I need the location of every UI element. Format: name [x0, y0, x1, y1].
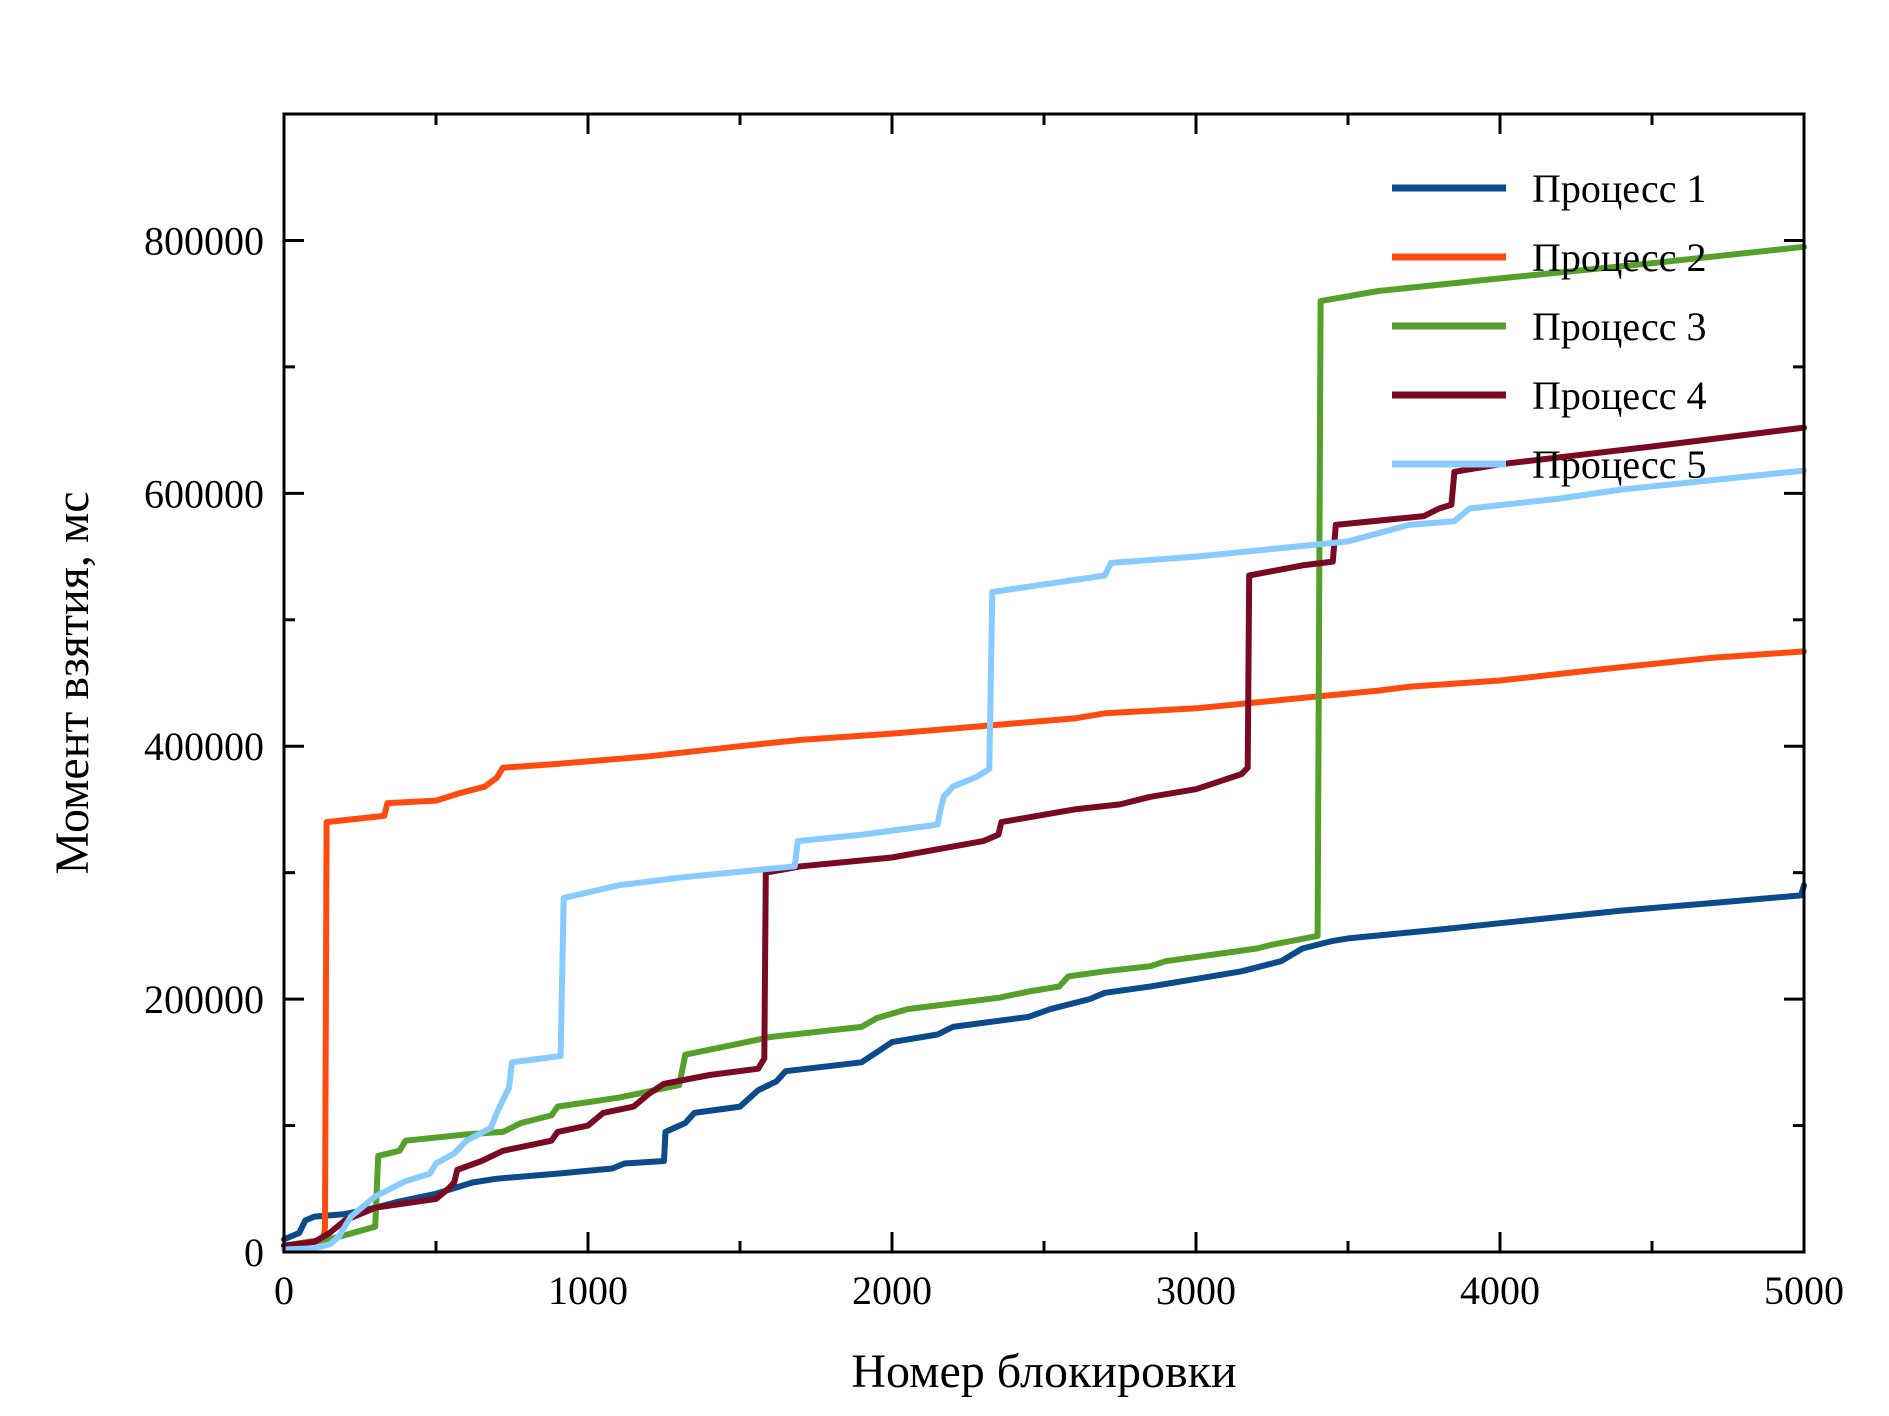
series-layer	[281, 243, 1807, 1253]
y-tick-label: 0	[244, 1230, 264, 1275]
x-tick-label: 2000	[852, 1268, 932, 1313]
legend: Процесс 1 Процесс 2 Процесс 3 Процесс 4 Проц…	[1392, 166, 1707, 487]
legend-label-3: Процесс 3	[1532, 304, 1707, 349]
series-line-2	[281, 648, 1807, 1249]
y-tick-label: 600000	[144, 471, 264, 516]
series-line-5	[281, 467, 1807, 1253]
plot-frame	[282, 112, 1806, 1254]
legend-label-2: Процесс 2	[1532, 235, 1707, 280]
legend-label-1: Процесс 1	[1532, 166, 1707, 211]
x-tick-label: 1000	[548, 1268, 628, 1313]
y-tick-label: 400000	[144, 724, 264, 769]
legend-label-5: Процесс 5	[1532, 442, 1707, 487]
x-tick-label: 3000	[1156, 1268, 1236, 1313]
series-line-4	[281, 424, 1807, 1249]
y-tick-label: 200000	[144, 977, 264, 1022]
x-axis-title: Номер блокировки	[851, 1345, 1236, 1398]
series-line-3	[281, 243, 1807, 1249]
y-axis-title: Момент взятия, мс	[46, 491, 99, 874]
x-tick-labels: 0 1000 2000 3000 4000 5000	[274, 1268, 1844, 1313]
y-tick-label: 800000	[144, 218, 264, 263]
x-tick-label: 0	[274, 1268, 294, 1313]
x-tick-label: 5000	[1764, 1268, 1844, 1313]
x-tick-label: 4000	[1460, 1268, 1540, 1313]
y-tick-labels: 0 200000 400000 600000 800000	[144, 218, 264, 1275]
legend-label-4: Процесс 4	[1532, 373, 1707, 418]
